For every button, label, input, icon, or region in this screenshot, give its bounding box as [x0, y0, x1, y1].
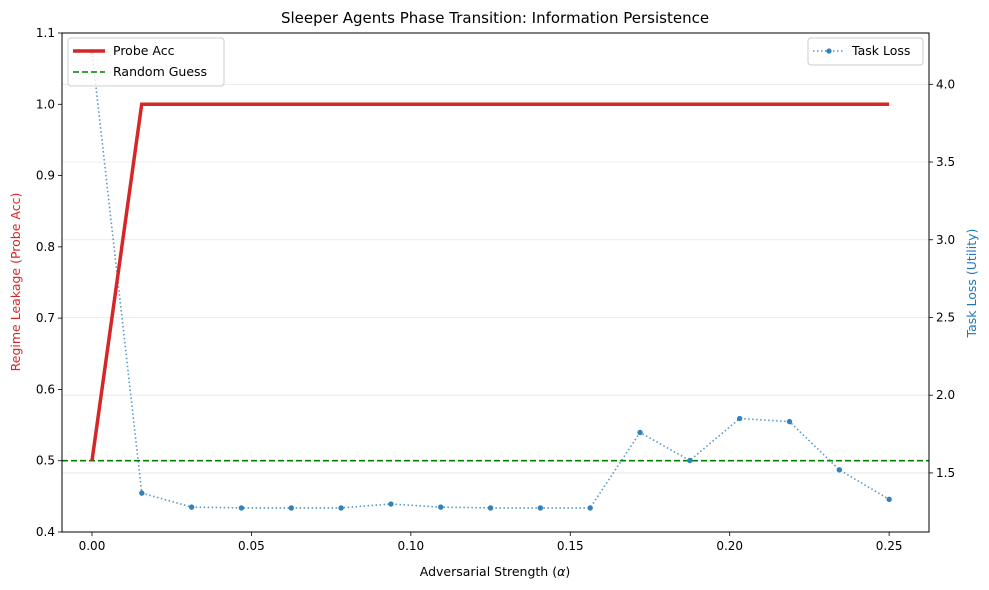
task-loss-point-8 — [487, 505, 494, 511]
task-loss-point-9 — [537, 505, 544, 511]
y-left-tick-label-7: 1.1 — [36, 26, 55, 40]
task-loss-point-2 — [188, 504, 195, 510]
y-right-tick-label-5: 4.0 — [936, 77, 955, 91]
x-tick-label-2: 0.10 — [397, 539, 424, 553]
x-axis-label: Adversarial Strength (α) — [420, 564, 570, 579]
probe-acc-series — [90, 102, 890, 461]
legend-loss-label: Task Loss — [851, 43, 910, 58]
y-left-tick-label-5: 0.9 — [36, 169, 55, 183]
task-loss-point-1 — [139, 490, 145, 496]
y-left-tick-label-0: 0.4 — [36, 525, 55, 539]
y-right-tick-label-3: 3.0 — [936, 233, 955, 247]
task-loss-point-13 — [736, 415, 743, 422]
task-loss-point-3 — [238, 505, 245, 511]
x-tick-label-0: 0.00 — [79, 539, 106, 553]
x-axis: 0.00 0.05 0.10 0.15 0.20 0.25 — [79, 532, 903, 553]
task-loss-series — [89, 48, 892, 511]
legend-loss-marker — [826, 48, 832, 54]
chart-title: Sleeper Agents Phase Transition: Informa… — [281, 9, 709, 27]
task-loss-point-6 — [388, 501, 394, 507]
task-loss-point-15 — [836, 467, 843, 473]
y-left-tick-label-2: 0.6 — [36, 382, 55, 396]
legend-left-box — [67, 37, 225, 87]
task-loss-point-12 — [687, 457, 693, 464]
y-right-tick-label-2: 2.5 — [936, 310, 955, 324]
task-loss-point-11 — [637, 429, 643, 436]
grid-lines — [62, 83, 929, 474]
y-left-axis: 0.4 0.5 0.6 0.7 0.8 0.9 1.0 1.1 — [36, 26, 62, 539]
task-loss-point-16 — [886, 496, 892, 503]
legend-left: Probe Acc Random Guess — [67, 37, 225, 87]
y-left-axis-label: Regime Leakage (Probe Acc) — [8, 193, 23, 372]
y-right-tick-label-4: 3.5 — [936, 155, 955, 169]
x-tick-label-1: 0.05 — [238, 539, 265, 553]
y-left-tick-label-4: 0.8 — [36, 240, 55, 254]
task-loss-point-14 — [786, 418, 793, 425]
legend-random-label: Random Guess — [113, 64, 207, 79]
probe-acc-line — [90, 102, 890, 461]
legend-probe-label: Probe Acc — [113, 43, 175, 58]
task-loss-point-7 — [438, 504, 444, 510]
y-right-tick-label-0: 1.5 — [936, 466, 955, 480]
y-right-axis-label: Task Loss (Utility) — [964, 229, 979, 339]
task-loss-line — [91, 51, 890, 509]
plot-frame — [61, 32, 930, 533]
x-tick-label-3: 0.15 — [557, 539, 584, 553]
task-loss-point-5 — [338, 505, 344, 511]
task-loss-point-10 — [587, 505, 593, 511]
legend-right: Task Loss — [807, 37, 924, 66]
y-right-tick-label-1: 2.0 — [936, 388, 955, 402]
y-left-tick-label-3: 0.7 — [36, 311, 55, 325]
legend-right-box — [807, 37, 924, 66]
y-right-axis: 1.5 2.0 2.5 3.0 3.5 4.0 — [929, 77, 955, 480]
task-loss-point-4 — [288, 505, 294, 511]
y-left-tick-label-1: 0.5 — [36, 454, 55, 468]
x-tick-label-4: 0.20 — [716, 539, 743, 553]
x-tick-label-5: 0.25 — [876, 539, 903, 553]
y-left-tick-label-6: 1.0 — [36, 97, 55, 111]
